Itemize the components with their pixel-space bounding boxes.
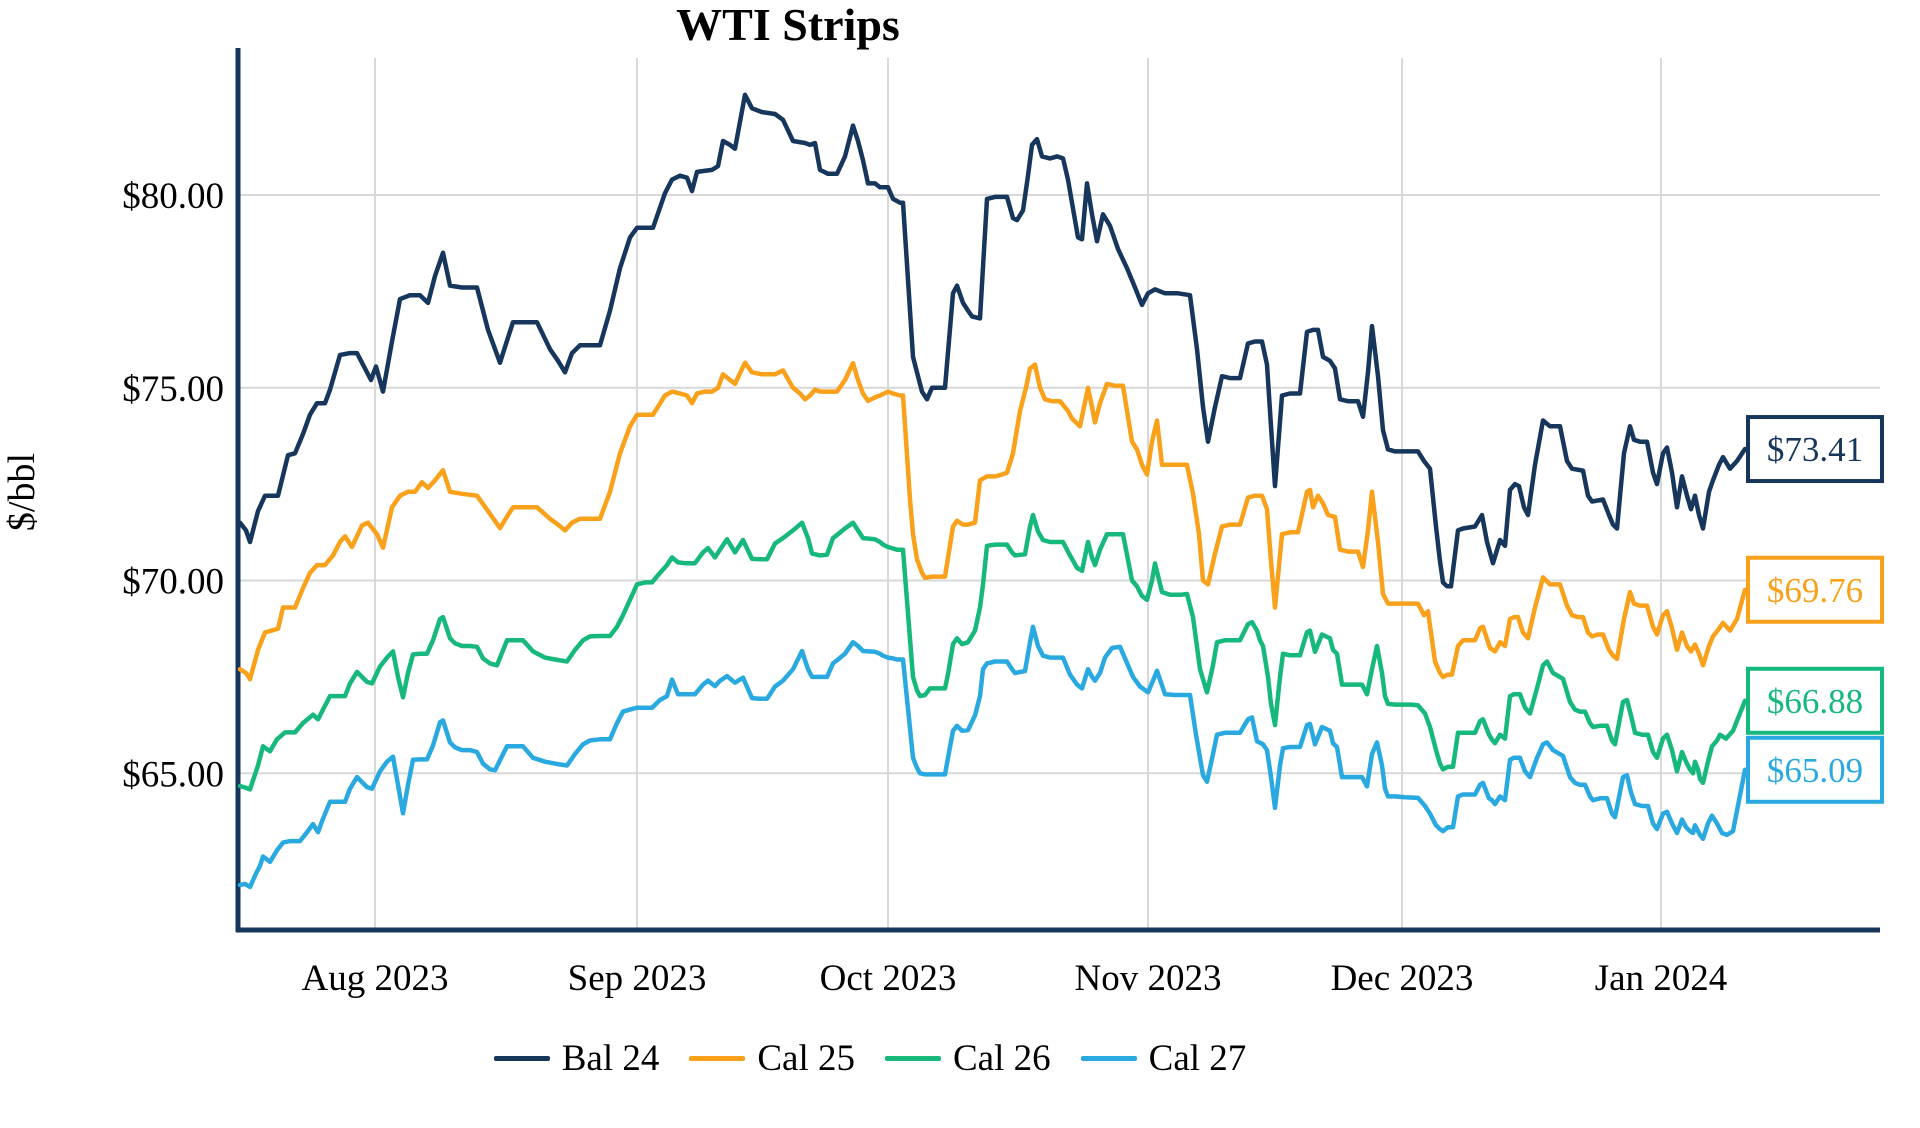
legend-item-cal-26: Cal 26	[885, 1040, 1051, 1077]
x-tick-label: Nov 2023	[1075, 958, 1222, 999]
series-line-cal-25	[237, 360, 1748, 682]
x-tick-labels: Aug 2023 Sep 2023 Oct 2023 Nov 2023 Dec 2023…	[302, 958, 1728, 999]
end-label-box	[1746, 415, 1884, 484]
axes	[235, 48, 1880, 933]
y-tick-label: $75.00	[122, 369, 224, 410]
y-tick-label: $70.00	[122, 562, 224, 603]
series-line-bal-24	[237, 92, 1748, 589]
legend-item-bal-24: Bal 24	[493, 1038, 660, 1079]
x-tick-label: Dec 2023	[1331, 958, 1474, 999]
legend-label: Cal 25	[757, 1038, 855, 1079]
gridlines	[236, 58, 1880, 930]
series-line-cal-26	[237, 512, 1748, 792]
y-tick-labels: $80.00 $75.00 $70.00 $65.00	[122, 176, 224, 795]
y-axis-title: $/bbl	[1, 453, 43, 531]
legend-swatch	[885, 1056, 941, 1061]
y-tick-label: $80.00	[122, 176, 224, 217]
legend-item-cal-25: Cal 25	[689, 1040, 855, 1077]
end-label-value: $69.76	[1767, 571, 1863, 610]
legend-label: Cal 26	[953, 1038, 1051, 1079]
end-label-box	[1746, 735, 1884, 804]
x-tick-label: Jan 2024	[1595, 958, 1728, 999]
chart-title: WTI Strips	[676, 0, 900, 50]
end-label-value: $65.09	[1767, 751, 1863, 790]
end-label-box	[1746, 666, 1884, 735]
legend-swatch	[1080, 1056, 1137, 1061]
end-label-box	[1746, 555, 1884, 624]
legend-label: Cal 27	[1148, 1038, 1247, 1079]
end-value-labels: $73.41 $69.76 $66.88 $65.09	[1746, 415, 1884, 804]
x-tick-label: Sep 2023	[568, 958, 707, 999]
legend-swatch	[493, 1056, 550, 1061]
legend: Bal 24 Cal 25 Cal 26 Cal 27	[0, 1040, 1740, 1077]
x-tick-label: Aug 2023	[302, 958, 449, 999]
y-tick-label: $65.00	[122, 754, 224, 795]
legend-label: Bal 24	[561, 1038, 660, 1079]
x-tick-label: Oct 2023	[820, 958, 957, 999]
legend-item-cal-27: Cal 27	[1080, 1038, 1247, 1079]
end-label-value: $73.41	[1767, 430, 1863, 469]
legend-swatch	[689, 1056, 746, 1061]
series-lines	[237, 92, 1748, 890]
end-label-value: $66.88	[1767, 682, 1863, 721]
series-line-cal-27	[237, 624, 1748, 890]
